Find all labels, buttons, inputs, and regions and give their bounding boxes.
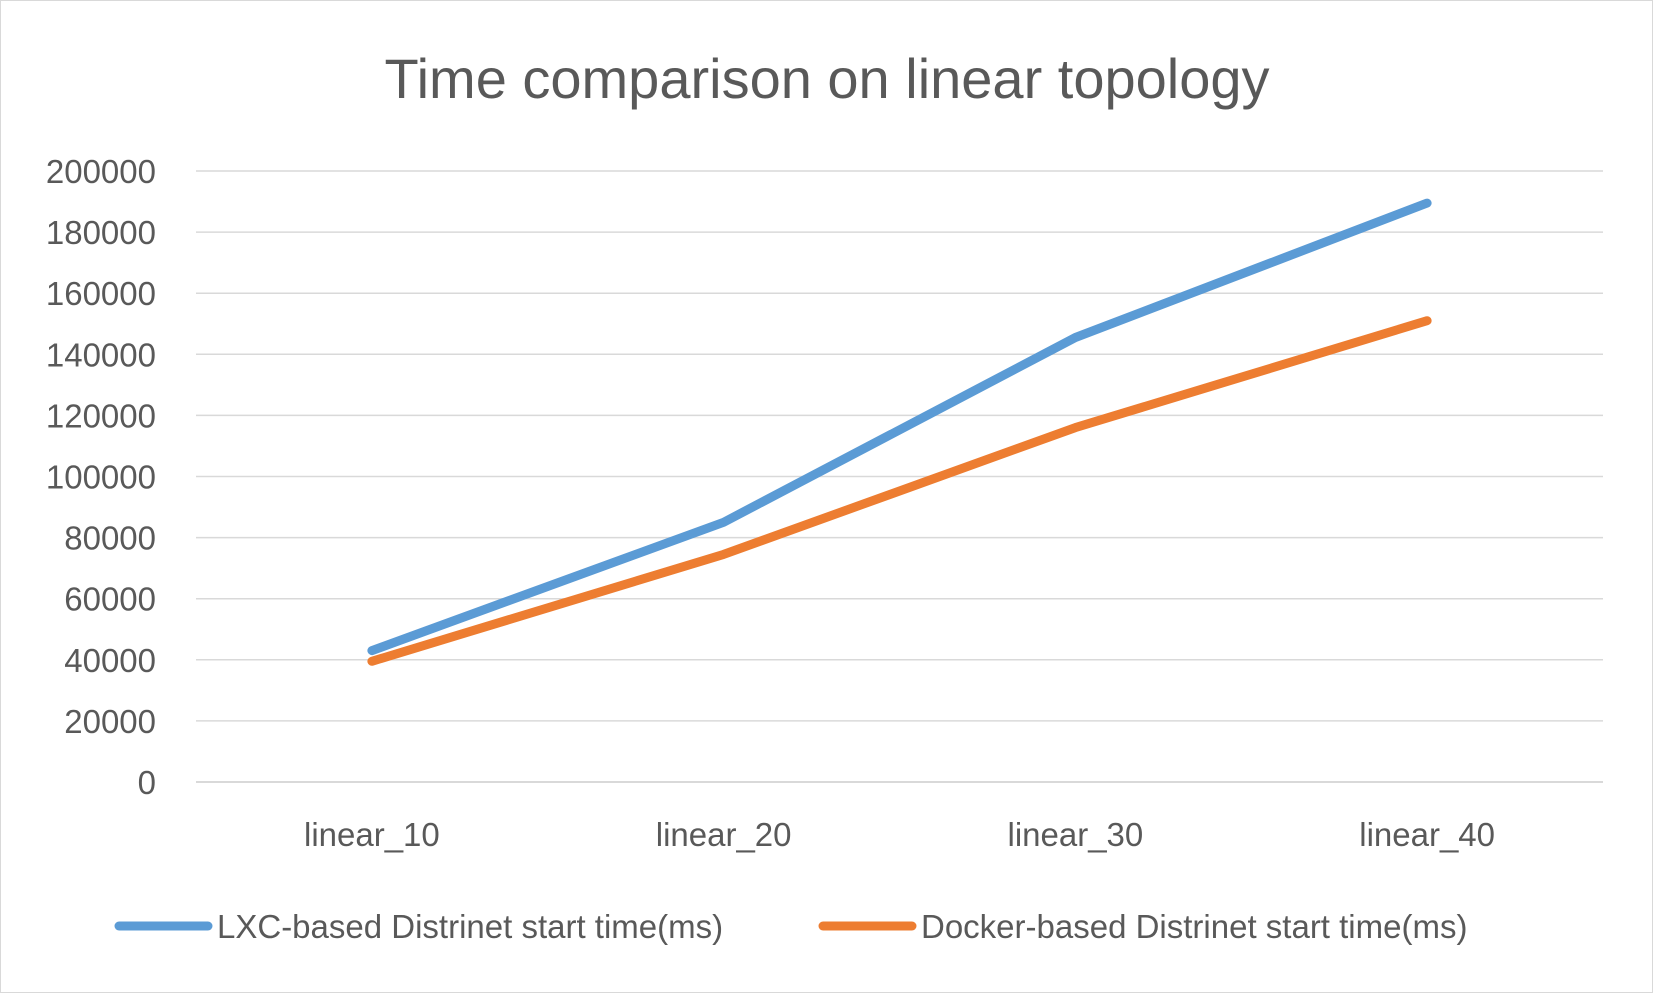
y-tick-label: 80000: [64, 520, 156, 557]
y-tick-label: 160000: [46, 275, 156, 312]
legend-label: LXC-based Distrinet start time(ms): [217, 908, 723, 945]
legend: LXC-based Distrinet start time(ms) Docker…: [114, 908, 1467, 945]
x-tick-label: linear_20: [656, 816, 792, 853]
x-tick-label: linear_30: [1007, 816, 1143, 853]
y-tick-label: 180000: [46, 214, 156, 251]
y-tick-label: 200000: [46, 153, 156, 190]
y-tick-label: 20000: [64, 703, 156, 740]
y-tick-label: 60000: [64, 581, 156, 618]
y-tick-label: 120000: [46, 397, 156, 434]
y-axis-tick-labels: 0 20000 40000 60000 80000 100000 120000 140000 1…: [46, 153, 156, 801]
legend-label: Docker-based Distrinet start time(ms): [921, 908, 1467, 945]
x-tick-label: linear_40: [1359, 816, 1495, 853]
series-lines: [367, 198, 1432, 666]
y-tick-label: 100000: [46, 459, 156, 496]
chart-title: Time comparison on linear topology: [384, 47, 1269, 110]
x-axis-tick-labels: linear_10 linear_20 linear_30 linear_40: [304, 816, 1495, 853]
y-tick-label: 140000: [46, 336, 156, 373]
y-tick-label: 0: [138, 764, 156, 801]
x-tick-label: linear_10: [304, 816, 440, 853]
grid-lines: [196, 170, 1603, 783]
series-line-0: [367, 198, 1432, 656]
series-line-1: [367, 316, 1432, 666]
y-tick-label: 40000: [64, 642, 156, 679]
